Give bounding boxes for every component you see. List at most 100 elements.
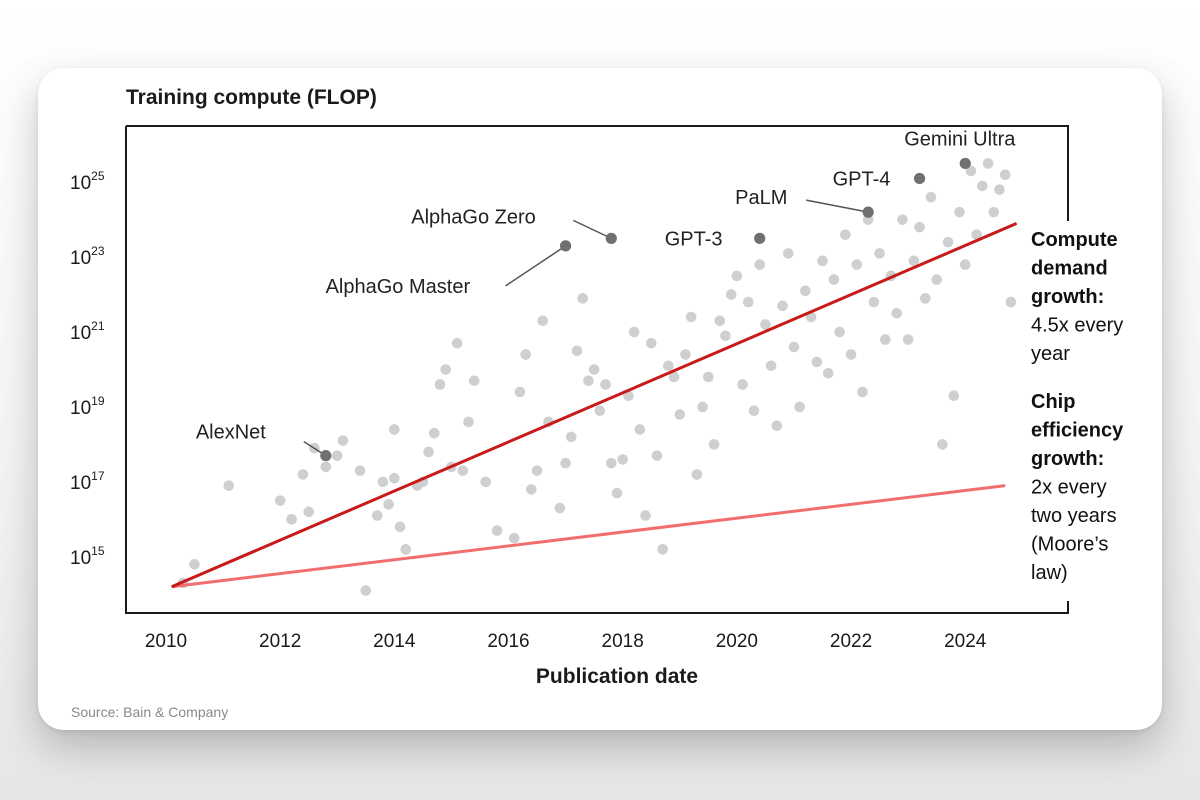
- data-point: [760, 319, 771, 330]
- highlight-point: [560, 240, 572, 252]
- data-point: [457, 465, 469, 476]
- data-point: [371, 510, 383, 521]
- data-point: [782, 248, 794, 259]
- data-point: [423, 446, 434, 458]
- data-point: [428, 427, 440, 439]
- data-point: [811, 356, 823, 368]
- data-point: [577, 293, 589, 304]
- data-point: [600, 379, 611, 390]
- data-point: [845, 349, 857, 360]
- highlight-point: [605, 232, 617, 244]
- data-point: [383, 499, 394, 510]
- data-point: [868, 296, 880, 308]
- highlight-point: [320, 450, 332, 462]
- data-point: [954, 206, 965, 218]
- compute-demand-line: [171, 222, 1018, 589]
- data-point: [320, 461, 332, 473]
- legend-title-line: efficiency: [1031, 420, 1124, 442]
- x-tick-label: 2022: [830, 631, 872, 652]
- annotation-label: AlphaGo Master: [326, 276, 471, 298]
- data-point: [919, 293, 931, 304]
- data-point: [897, 214, 908, 225]
- data-point: [937, 439, 948, 450]
- data-point: [605, 457, 617, 469]
- data-point: [800, 285, 811, 297]
- data-point: [754, 259, 766, 270]
- x-tick-label: 2018: [602, 631, 644, 652]
- data-point: [468, 375, 480, 387]
- data-point: [925, 191, 937, 203]
- chart-svg: AlexNet AlphaGo Master AlphaGo Zero GPT-3 Pa…: [70, 125, 1124, 688]
- legend-title-line: Chip: [1031, 391, 1075, 413]
- y-tick-label: 1019: [70, 394, 105, 419]
- data-point: [274, 495, 286, 506]
- legend-title-line: growth:: [1031, 286, 1104, 308]
- data-point: [377, 476, 389, 488]
- data-point: [537, 315, 549, 327]
- data-point: [628, 326, 640, 338]
- data-point: [914, 221, 925, 233]
- data-point: [657, 544, 668, 555]
- data-point: [189, 559, 200, 570]
- legend-detail-line: 2x every: [1031, 477, 1107, 499]
- data-point: [223, 480, 235, 491]
- x-tick-label: 2010: [145, 631, 187, 652]
- highlight-point: [862, 206, 874, 218]
- source-note: Source: Bain & Company: [71, 704, 229, 720]
- data-point: [360, 585, 372, 596]
- data-point: [731, 270, 743, 282]
- annotation-label: PaLM: [735, 187, 787, 209]
- data-point: [977, 180, 988, 192]
- data-point: [822, 367, 834, 379]
- data-point: [971, 229, 982, 240]
- data-point: [286, 514, 297, 525]
- data-point: [891, 308, 903, 319]
- data-point: [303, 506, 314, 518]
- highlight-point: [959, 157, 971, 170]
- legend-detail-line: year: [1031, 343, 1070, 365]
- data-point: [714, 315, 726, 327]
- data-point: [674, 409, 686, 420]
- data-point: [663, 360, 674, 372]
- y-tick-label: 1023: [70, 244, 105, 269]
- data-point: [651, 450, 663, 461]
- data-point: [931, 274, 942, 285]
- legend-detail-line: 4.5x every: [1031, 315, 1123, 337]
- data-point: [874, 248, 885, 259]
- y-tick-label: 1021: [70, 319, 105, 344]
- data-point: [531, 465, 543, 476]
- data-point: [908, 255, 920, 267]
- plot-frame-top: [126, 125, 1069, 221]
- data-point: [771, 420, 783, 431]
- annotation-leader: [806, 199, 869, 213]
- data-point: [394, 521, 406, 533]
- x-axis-label: Publication date: [536, 665, 698, 688]
- data-point: [902, 334, 914, 345]
- data-point: [617, 454, 628, 465]
- legend-title-line: growth:: [1031, 448, 1104, 470]
- data-point: [354, 465, 366, 476]
- y-tick-label: 1015: [70, 544, 105, 569]
- x-tick-label: 2024: [944, 631, 987, 652]
- data-point: [965, 165, 977, 177]
- data-point: [794, 401, 805, 413]
- data-point: [748, 405, 760, 417]
- highlight-point: [913, 172, 926, 185]
- data-point: [491, 525, 503, 536]
- data-point: [640, 510, 651, 521]
- data-point: [508, 532, 520, 544]
- data-point: [982, 158, 994, 169]
- y-tick-label: 1025: [70, 169, 105, 194]
- annotation-label: GPT-3: [665, 228, 723, 250]
- highlight-point: [754, 232, 766, 244]
- legend-title-line: Compute: [1031, 229, 1118, 251]
- x-tick-label: 2020: [716, 631, 758, 652]
- legend-title-line: demand: [1031, 258, 1108, 280]
- data-point: [331, 450, 343, 461]
- data-point: [725, 289, 737, 300]
- data-point: [691, 469, 703, 480]
- data-point: [389, 424, 400, 435]
- annotation-label: AlexNet: [196, 422, 266, 444]
- data-point: [720, 330, 731, 342]
- x-tick-label: 2012: [259, 631, 301, 652]
